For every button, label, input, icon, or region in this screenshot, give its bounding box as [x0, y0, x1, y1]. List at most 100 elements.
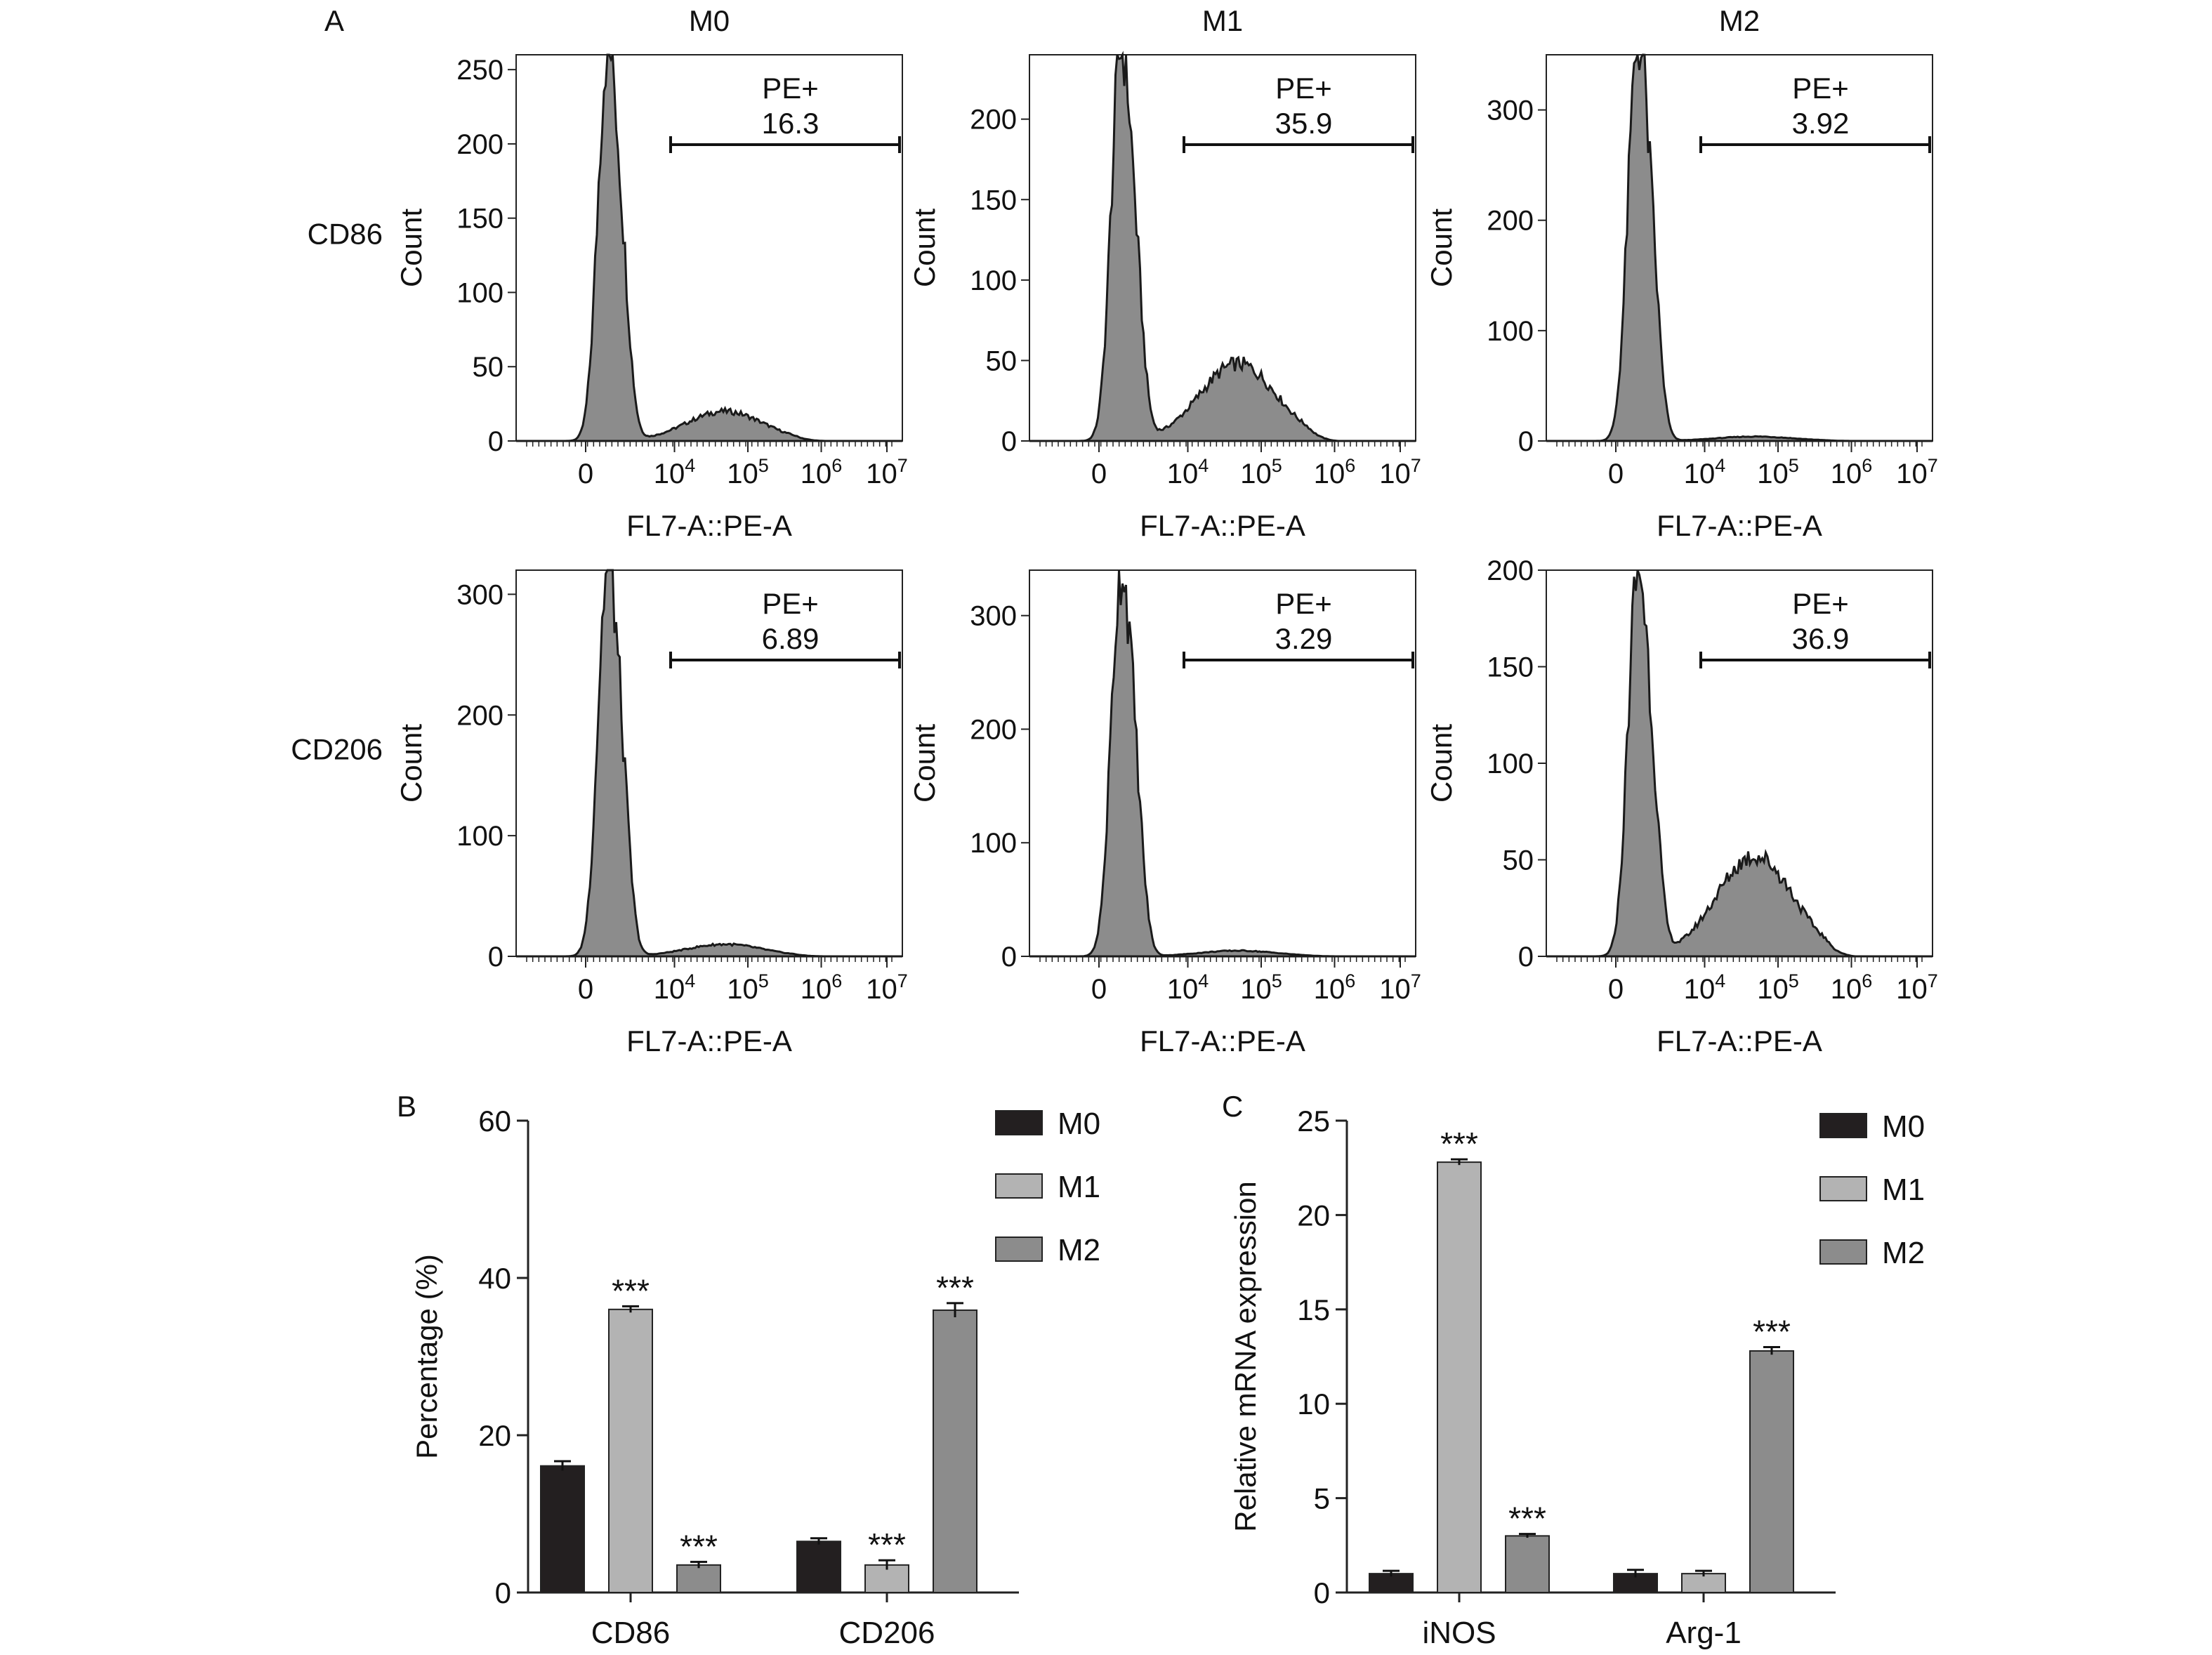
- x-tick-label: 0: [578, 974, 593, 1005]
- y-tick-label: 200: [970, 105, 1017, 136]
- x-tick-exponent: 5: [1272, 455, 1282, 476]
- y-tick-label: 60: [478, 1105, 511, 1138]
- histogram-area: [516, 53, 902, 442]
- y-tick-label: 100: [970, 828, 1017, 859]
- x-tick-label: 107: [1896, 970, 1938, 1005]
- significance-marker: ***: [868, 1527, 906, 1563]
- x-axis-label: FL7-A::PE-A: [1657, 509, 1822, 542]
- x-tick-label: 107: [1896, 455, 1938, 489]
- y-tick-label: 150: [456, 204, 503, 235]
- gate-label: PE+: [762, 72, 819, 105]
- y-tick-label: 0: [1314, 1576, 1330, 1609]
- panel-label-c: C: [1222, 1090, 1243, 1123]
- x-tick-exponent: 7: [1411, 970, 1421, 991]
- x-tick-exponent: 6: [1345, 455, 1355, 476]
- legend-swatch: [995, 1237, 1043, 1262]
- y-tick-label: 300: [1487, 95, 1534, 126]
- legend-swatch: [1819, 1239, 1867, 1265]
- gate-value: 35.9: [1275, 107, 1333, 140]
- x-axis-label: FL7-A::PE-A: [1657, 1024, 1822, 1057]
- legend-label: M2: [1058, 1233, 1100, 1267]
- y-tick-label: 0: [1518, 426, 1534, 457]
- plot-frame: [515, 569, 903, 957]
- y-tick-label: 100: [456, 277, 503, 308]
- column-title: M0: [689, 4, 730, 37]
- x-tick-label: CD86: [591, 1616, 671, 1650]
- y-axis-label: Count: [395, 209, 428, 287]
- gate-value: 36.9: [1792, 622, 1850, 655]
- x-tick-label: 0: [1091, 459, 1107, 489]
- plot-frame: [1546, 54, 1933, 442]
- x-tick-label: 107: [866, 455, 908, 489]
- x-tick-exponent: 6: [831, 970, 842, 991]
- column-title: M2: [1719, 4, 1760, 37]
- gate-label: PE+: [1792, 72, 1849, 105]
- x-tick-label: 107: [866, 970, 908, 1005]
- x-axis-label: FL7-A::PE-A: [1140, 509, 1305, 542]
- x-tick-label: 105: [1757, 455, 1799, 489]
- y-tick-label: 300: [970, 601, 1017, 632]
- x-tick-label: 107: [1379, 455, 1421, 489]
- x-tick-label: Arg-1: [1666, 1616, 1742, 1650]
- x-tick-label: 104: [654, 455, 696, 489]
- legend-swatch: [1819, 1113, 1867, 1138]
- legend-label: M2: [1882, 1236, 1925, 1270]
- y-axis-label: Count: [1425, 209, 1458, 287]
- x-tick-label: 105: [727, 970, 769, 1005]
- legend-swatch: [995, 1110, 1043, 1135]
- x-tick-label: 104: [1684, 455, 1726, 489]
- histogram-area: [1029, 569, 1416, 958]
- y-tick-label: 200: [1487, 206, 1534, 237]
- x-tick-exponent: 5: [758, 455, 769, 476]
- x-tick-exponent: 6: [1862, 455, 1872, 476]
- x-tick-label: 104: [1167, 455, 1209, 489]
- x-tick-label: 106: [1831, 970, 1873, 1005]
- x-tick-exponent: 7: [897, 455, 908, 476]
- y-tick-label: 200: [970, 714, 1017, 745]
- y-tick-label: 150: [1487, 652, 1534, 683]
- x-tick-label: 0: [1091, 974, 1107, 1005]
- x-tick-label: 106: [1314, 455, 1356, 489]
- x-tick-exponent: 4: [1198, 455, 1209, 476]
- x-tick-exponent: 4: [1715, 455, 1725, 476]
- bar: [1749, 1350, 1794, 1594]
- x-tick-exponent: 5: [1789, 970, 1799, 991]
- plot-frame: [515, 54, 903, 442]
- y-tick-label: 0: [488, 426, 503, 457]
- y-tick-label: 50: [1503, 845, 1534, 876]
- significance-marker: ***: [1440, 1126, 1478, 1162]
- bar: [1505, 1535, 1550, 1594]
- y-axis-label: Count: [395, 724, 428, 803]
- bar: [796, 1541, 841, 1593]
- gate-label: PE+: [762, 587, 819, 620]
- bar: [676, 1564, 721, 1594]
- x-tick-exponent: 6: [1862, 970, 1872, 991]
- gate-value: 16.3: [762, 107, 819, 140]
- y-tick-label: 200: [456, 700, 503, 731]
- y-tick-label: 50: [473, 352, 504, 383]
- y-tick-label: 15: [1297, 1293, 1330, 1326]
- significance-marker: ***: [612, 1272, 650, 1309]
- x-tick-label: 106: [1831, 455, 1873, 489]
- y-tick-label: 200: [456, 129, 503, 160]
- x-tick-label: CD206: [839, 1616, 935, 1650]
- y-tick-label: 100: [1487, 749, 1534, 779]
- gate-value: 3.92: [1792, 107, 1850, 140]
- x-tick-label: 104: [1167, 970, 1209, 1005]
- legend-label: M0: [1058, 1107, 1100, 1141]
- y-tick-label: 0: [1518, 942, 1534, 972]
- x-axis-label: FL7-A::PE-A: [626, 1024, 792, 1057]
- y-tick-label: 300: [456, 579, 503, 610]
- y-tick-label: 5: [1314, 1482, 1330, 1515]
- histogram-area: [1546, 569, 1933, 958]
- x-tick-exponent: 4: [1198, 970, 1209, 991]
- y-tick-label: 0: [488, 942, 503, 972]
- bar: [1613, 1573, 1658, 1594]
- x-tick-exponent: 5: [1789, 455, 1799, 476]
- y-tick-label: 200: [1487, 555, 1534, 586]
- x-tick-label: 105: [1240, 970, 1282, 1005]
